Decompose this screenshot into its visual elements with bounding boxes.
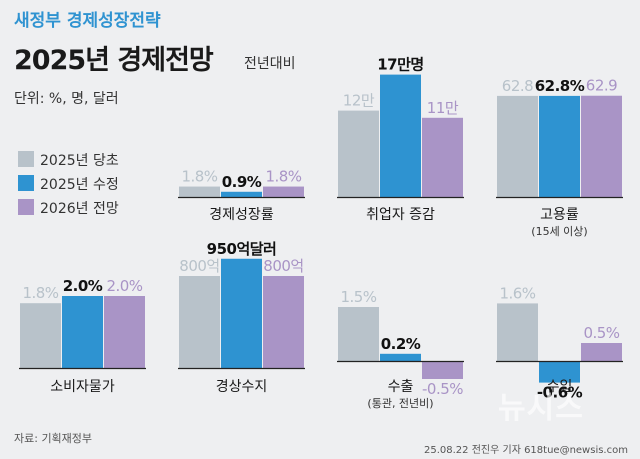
panel-4-value-label-2: 2.0% [63, 277, 103, 295]
panel-6-bar-1 [338, 307, 379, 361]
panel-1-value-label-3: 1.8% [265, 168, 301, 186]
panel-4-title: 소비자물가 [50, 379, 115, 395]
panel-5-bar-1 [179, 276, 220, 368]
panel-5-bar-2 [221, 258, 262, 368]
panel-2-bar-3 [422, 117, 463, 197]
panel-3-bar-2 [539, 95, 580, 197]
panel-3-title: 고용률 [540, 207, 579, 223]
panel-3-bar-1 [497, 95, 538, 197]
page-title: 2025년 경제전망 [14, 45, 214, 76]
panel-5-value-label-1: 800억 [179, 257, 219, 275]
panel-2-bar-2 [380, 74, 421, 197]
panel-3-bar-3 [581, 95, 622, 197]
legend-swatch-original-2025 [18, 151, 34, 167]
panel-6-value-label-2: 0.2% [381, 335, 421, 353]
panel-5-value-label-3: 800억 [263, 257, 303, 275]
panel-6-bar-3 [422, 361, 463, 379]
legend-label-revised-2025: 2025년 수정 [40, 177, 119, 193]
panel-4-value-label-3: 2.0% [106, 277, 142, 295]
legend-swatch-revised-2025 [18, 175, 34, 191]
panel-6-value-label-3: -0.5% [422, 380, 463, 398]
panel-5-value-label-2: 950억달러 [207, 240, 277, 258]
panel-3-value-label-2: 62.8% [535, 77, 585, 95]
panel-4-bar-3 [104, 296, 145, 368]
credit-line: 25.08.22 전진우 기자 618tue@newsis.com [424, 445, 628, 456]
panel-1-title: 경제성장률 [209, 207, 274, 223]
panel-2-value-label-2: 17만명 [377, 56, 423, 74]
panel-6-bar-2 [380, 353, 421, 361]
panel-4-bar-1 [20, 303, 61, 368]
panel-7-title: 수입 [547, 379, 573, 395]
panel-1-value-label-1: 1.8% [181, 168, 217, 186]
panel-3-value-label-1: 62.8 [502, 77, 533, 95]
panel-2-bar-1 [338, 110, 379, 197]
panel-4-bar-2 [62, 296, 103, 368]
panel-3-value-label-3: 62.9 [586, 77, 617, 95]
panel-3-note: (15세 이상) [531, 225, 587, 238]
panel-1-bar-1 [179, 186, 220, 197]
legend-swatch-forecast-2026 [18, 199, 34, 215]
super-title: 새정부 경제성장전략 [14, 11, 161, 31]
panel-7-bar-1 [497, 303, 538, 361]
panel-1-bar-3 [263, 186, 304, 197]
unit-label: 단위: %, 명, 달러 [14, 91, 119, 107]
panel-6-value-label-1: 1.5% [340, 288, 376, 306]
panel-6-title: 수출 [388, 379, 414, 395]
panel-1-bar-2 [221, 191, 262, 197]
legend-label-forecast-2026: 2026년 전망 [40, 201, 119, 217]
panel-5-title: 경상수지 [216, 379, 268, 395]
panel-2-value-label-1: 12만 [343, 92, 375, 110]
panel-6-note: (통관, 전년비) [367, 397, 433, 410]
panel-7-value-label-1: 1.6% [499, 284, 535, 302]
panel-5-bar-3 [263, 276, 304, 368]
page-subtitle: 전년대비 [244, 56, 296, 72]
panel-7-value-label-3: 0.5% [583, 324, 619, 342]
panel-2-title: 취업자 증감 [366, 207, 435, 223]
watermark-logo: 뉴시스 [498, 391, 584, 426]
panel-7-bar-3 [581, 343, 622, 361]
legend-label-original-2025: 2025년 당초 [40, 153, 119, 169]
panel-7-value-label-2: -0.6% [537, 384, 583, 402]
panel-1-value-label-2: 0.9% [222, 173, 262, 191]
source-note: 자료: 기획재정부 [14, 432, 93, 445]
panel-4-value-label-1: 1.8% [22, 284, 58, 302]
panel-2-value-label-3: 11만 [427, 99, 459, 117]
panel-7-bar-2 [539, 361, 580, 383]
